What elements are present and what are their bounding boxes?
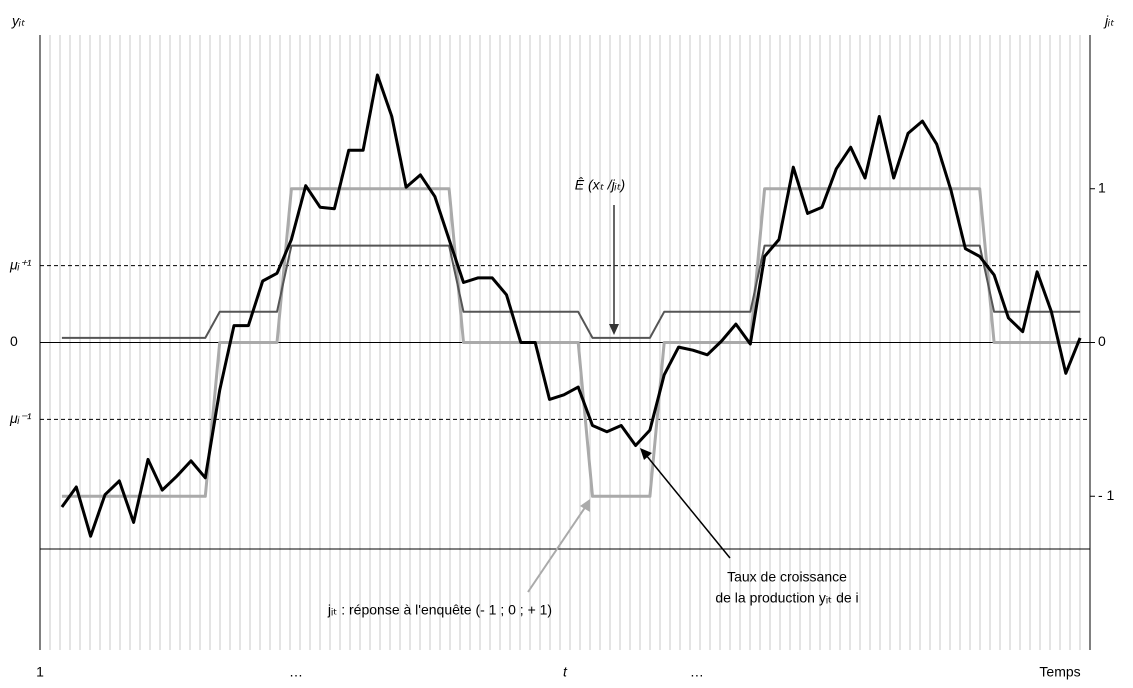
arrow-head (609, 324, 619, 335)
x-tick-label: t (563, 664, 568, 680)
x-tick-label: Temps (1039, 664, 1080, 680)
annotation: Taux de croissance (727, 569, 847, 585)
y2-tick-label: 1 (1098, 179, 1106, 195)
y-tick-label: 0 (10, 333, 18, 349)
series-line (60, 73, 1082, 538)
arrow-head (580, 499, 590, 512)
x-tick-label: … (690, 664, 704, 680)
x-tick-label: 1 (36, 664, 44, 680)
x-tick-label: … (289, 664, 303, 680)
annotation: jᵢₜ : réponse à l'enquête (- 1 ; 0 ; + 1… (327, 602, 552, 618)
y2-tick-label: - 1 (1098, 487, 1115, 503)
y-tick-label: μᵢ⁻¹ (9, 410, 32, 426)
annotation: de la production yᵢₜ de i (715, 590, 858, 606)
arrow (527, 505, 587, 593)
y-axis-label: yᵢₜ (11, 13, 26, 29)
arrow-head (640, 448, 652, 460)
y2-tick-label: 0 (1098, 333, 1106, 349)
y-tick-label: μᵢ⁺¹ (9, 256, 32, 272)
y2-axis-label: jᵢₜ (1103, 13, 1115, 29)
series-line (61, 244, 1081, 339)
arrow (645, 454, 731, 559)
annotation: Ê (xₜ /jᵢₜ) (575, 177, 625, 193)
